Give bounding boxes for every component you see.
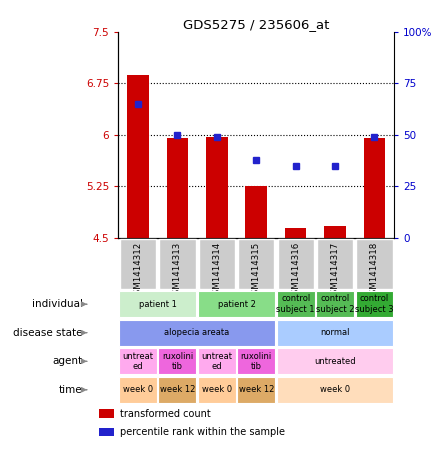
Bar xyxy=(237,348,275,374)
Bar xyxy=(99,410,114,418)
Bar xyxy=(198,291,275,317)
Bar xyxy=(159,377,196,403)
Text: patient 1: patient 1 xyxy=(139,300,177,308)
Text: GSM1414312: GSM1414312 xyxy=(134,242,142,300)
Bar xyxy=(119,348,157,374)
Text: week 0: week 0 xyxy=(202,386,232,394)
Text: disease state: disease state xyxy=(13,328,83,338)
Title: GDS5275 / 235606_at: GDS5275 / 235606_at xyxy=(183,18,329,30)
Bar xyxy=(166,138,188,238)
Bar xyxy=(277,348,393,374)
Bar xyxy=(120,239,156,289)
Text: time: time xyxy=(59,385,83,395)
Bar xyxy=(245,186,267,238)
Text: week 0: week 0 xyxy=(320,386,350,394)
Text: week 0: week 0 xyxy=(123,386,153,394)
Bar xyxy=(127,75,149,238)
Bar xyxy=(206,137,228,238)
Text: ruxolini
tib: ruxolini tib xyxy=(240,352,272,371)
Bar xyxy=(119,291,196,317)
Text: agent: agent xyxy=(53,356,83,366)
Text: untreat
ed: untreat ed xyxy=(123,352,153,371)
Text: individual: individual xyxy=(32,299,83,309)
Text: normal: normal xyxy=(320,328,350,337)
Text: percentile rank within the sample: percentile rank within the sample xyxy=(120,427,285,437)
Text: GSM1414314: GSM1414314 xyxy=(212,242,221,300)
Bar xyxy=(238,239,274,289)
Bar xyxy=(285,227,307,238)
Text: GSM1414317: GSM1414317 xyxy=(331,242,339,300)
Bar xyxy=(278,239,314,289)
Bar xyxy=(119,320,275,346)
Bar xyxy=(199,239,235,289)
Bar xyxy=(159,348,196,374)
Bar xyxy=(277,377,393,403)
Bar xyxy=(277,291,314,317)
Bar xyxy=(198,377,236,403)
Text: GSM1414316: GSM1414316 xyxy=(291,242,300,300)
Bar xyxy=(357,239,392,289)
Text: control
subject 1: control subject 1 xyxy=(276,294,315,314)
Text: transformed count: transformed count xyxy=(120,409,211,419)
Text: patient 2: patient 2 xyxy=(218,300,255,308)
Text: untreated: untreated xyxy=(314,357,356,366)
Bar xyxy=(237,377,275,403)
Bar xyxy=(317,239,353,289)
Bar xyxy=(364,138,385,238)
Bar xyxy=(119,377,157,403)
Text: untreat
ed: untreat ed xyxy=(201,352,232,371)
Bar xyxy=(99,428,114,436)
Text: ruxolini
tib: ruxolini tib xyxy=(162,352,193,371)
Text: control
subject 3: control subject 3 xyxy=(355,294,394,314)
Bar xyxy=(159,239,195,289)
Bar xyxy=(277,320,393,346)
Text: GSM1414315: GSM1414315 xyxy=(252,242,261,300)
Bar xyxy=(198,348,236,374)
Text: GSM1414318: GSM1414318 xyxy=(370,242,379,300)
Text: control
subject 2: control subject 2 xyxy=(316,294,354,314)
Bar xyxy=(316,291,354,317)
Bar xyxy=(356,291,393,317)
Bar xyxy=(324,226,346,238)
Text: GSM1414313: GSM1414313 xyxy=(173,242,182,300)
Text: week 12: week 12 xyxy=(239,386,274,394)
Text: alopecia areata: alopecia areata xyxy=(165,328,230,337)
Text: week 12: week 12 xyxy=(160,386,195,394)
